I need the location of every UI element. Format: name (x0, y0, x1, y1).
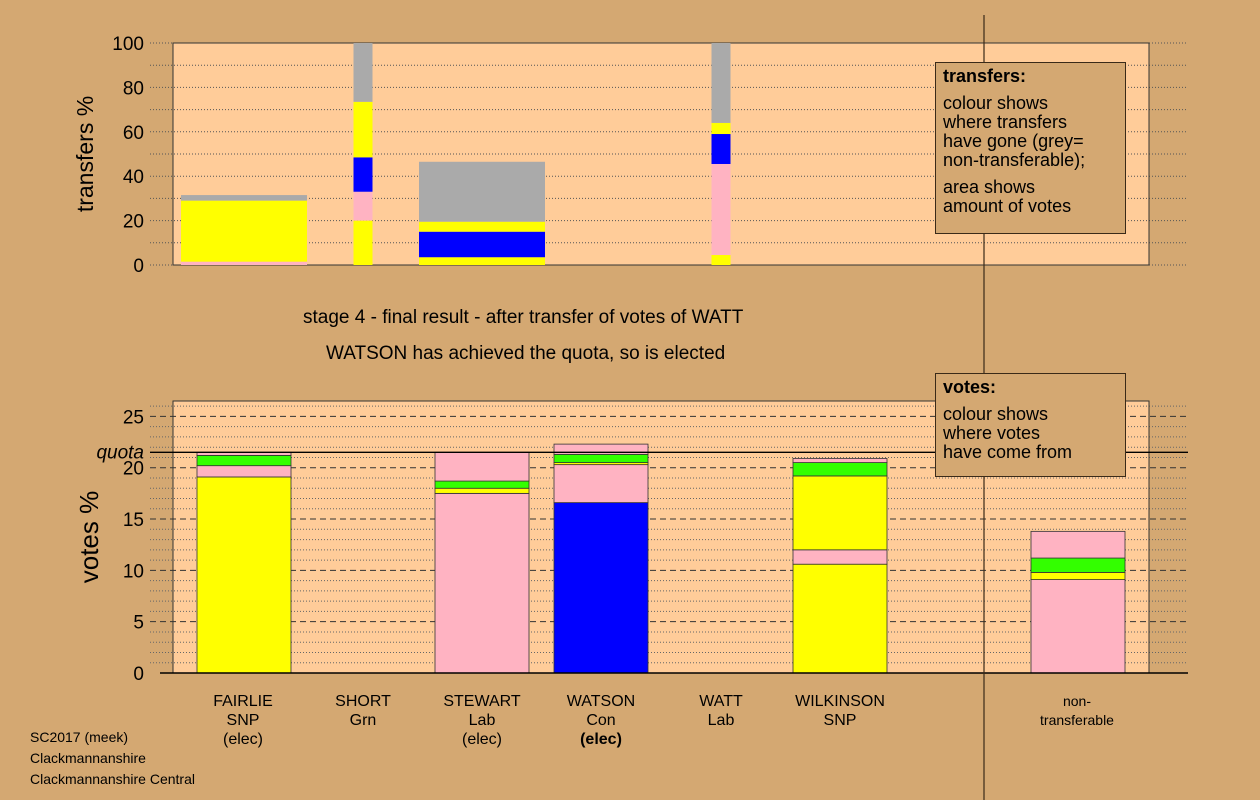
vote-bar-segment-wilkinson (792, 563, 888, 674)
transfers-y-tick-label: 60 (123, 123, 144, 144)
legend-line: colour shows (943, 404, 1049, 424)
transfer-bar-segment-fairlie (181, 261, 307, 265)
quota-label: quota (96, 442, 144, 463)
transfers-legend-title: transfers: (943, 66, 1027, 86)
vote-bar-segment-non-transferable (1030, 579, 1126, 674)
transfer-bar-segment-fairlie (181, 200, 307, 262)
transfers-y-axis-label: transfers % (72, 96, 98, 212)
candidate-label-wilkinson: WILKINSON SNP (795, 693, 885, 729)
legend-line: where votes (943, 423, 1041, 443)
transfer-bar-segment-short (353, 220, 373, 265)
vote-bar-segment-wilkinson (792, 549, 888, 565)
vote-bar-segment-fairlie (196, 476, 292, 674)
legend-line: amount of votes (943, 196, 1072, 216)
vote-bar-segment-stewart (434, 480, 530, 489)
legend-line: have gone (grey= (943, 131, 1084, 151)
transfers-y-tick-label: 40 (123, 167, 144, 188)
votes-y-tick-label: 15 (123, 510, 144, 531)
vote-bar-segment-watson (553, 453, 649, 463)
vote-bar-segment-watson (553, 443, 649, 455)
votes-y-tick-label: 10 (123, 561, 144, 582)
transfers-legend: transfers: colour shows where transfers … (935, 62, 1126, 234)
votes-legend: votes: colour shows where votes have com… (935, 373, 1126, 477)
vote-bar-segment-stewart (434, 492, 530, 674)
transfer-bar-segment-short (353, 191, 373, 221)
transfer-bar-segment-watt (711, 43, 731, 123)
credit-line: Clackmannanshire (30, 750, 146, 766)
vote-bar-segment-watson (553, 502, 649, 674)
votes-y-tick-label: 0 (133, 664, 144, 685)
vote-bar-segment-fairlie (196, 465, 292, 478)
legend-line: area shows (943, 177, 1036, 197)
votes-y-tick-label: 5 (133, 613, 144, 634)
transfer-bar-segment-stewart (419, 231, 545, 258)
vote-bar-segment-stewart (434, 451, 530, 482)
transfers-y-tick-label: 0 (133, 256, 144, 277)
vote-bar-segment-wilkinson (792, 475, 888, 551)
vote-bar-segment-fairlie (196, 454, 292, 467)
transfer-bar-segment-stewart (419, 257, 545, 265)
votes-legend-title: votes: (943, 377, 997, 397)
transfers-plot-frame (172, 42, 1150, 266)
credit-line: SC2017 (meek) (30, 729, 129, 745)
elected-caption: WATSON has achieved the quota, so is ele… (326, 343, 726, 364)
votes-y-tick-label: 20 (123, 459, 144, 480)
candidate-label-fairlie: FAIRLIE SNP (elec) (213, 693, 273, 748)
transfers-y-tick-label: 20 (123, 212, 144, 233)
credit-block: SC2017 (meek) Clackmannanshire Clackmann… (30, 727, 195, 790)
vote-bar-segment-wilkinson (792, 462, 888, 477)
transfer-bar-segment-stewart (419, 221, 545, 232)
transfer-bar-segment-stewart (419, 161, 545, 222)
candidate-label-watt: WATT Lab (699, 693, 743, 729)
transfer-bar-segment-watt (711, 255, 731, 265)
legend-line: colour shows (943, 93, 1049, 113)
transfer-bar-segment-watt (711, 163, 731, 256)
vote-bar-segment-non-transferable (1030, 572, 1126, 580)
candidate-label-watson: WATSON Con (elec) (566, 693, 636, 748)
candidate-label-short: SHORT Grn (335, 693, 391, 729)
transfers-y-tick-label: 80 (123, 78, 144, 99)
legend-line: where transfers (943, 112, 1068, 132)
vote-bar-segment-non-transferable (1030, 557, 1126, 573)
transfer-bar-segment-short (353, 101, 373, 158)
vote-bar-segment-non-transferable (1030, 530, 1126, 559)
transfer-bar-segment-watt (711, 122, 731, 135)
votes-y-axis-label: votes % (74, 491, 104, 584)
candidate-label-stewart: STEWART Lab (elec) (443, 693, 521, 748)
vote-bar-segment-watson (553, 464, 649, 504)
candidate-label-non-transferable: non-transferable (1040, 693, 1114, 728)
transfers-y-tick-label: 100 (112, 34, 144, 55)
transfer-bar-segment-watt (711, 134, 731, 164)
legend-line: have come from (943, 442, 1073, 462)
vote-bar-segment-wilkinson (792, 458, 888, 463)
legend-line: non-transferable); (943, 150, 1086, 170)
votes-y-tick-label: 25 (123, 407, 144, 428)
credit-line: Clackmannanshire Central (30, 771, 195, 787)
stage-caption: stage 4 - final result - after transfer … (303, 307, 744, 328)
transfer-bar-segment-short (353, 157, 373, 192)
transfer-bar-segment-fairlie (181, 195, 307, 201)
transfer-bar-segment-short (353, 43, 373, 102)
vote-bar-segment-stewart (434, 487, 530, 494)
